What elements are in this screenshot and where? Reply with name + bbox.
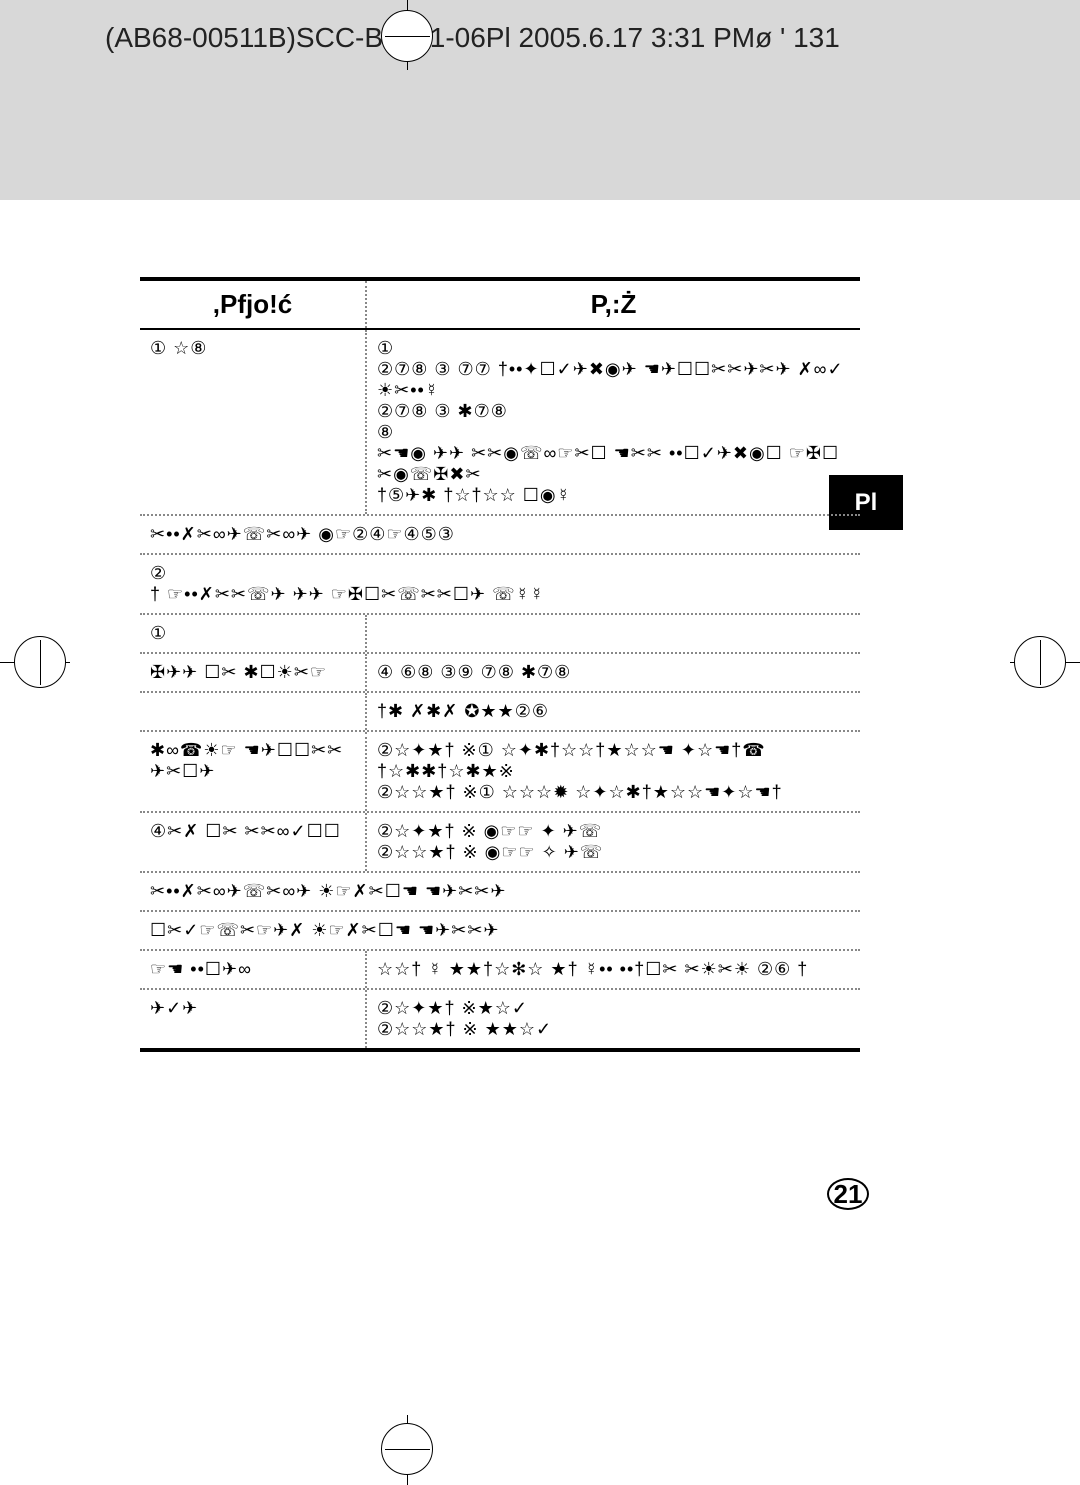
table-row: ✠✈✈ ☐✂ ✱☐☀✂☞④ ⑥⑧ ③⑨ ⑦⑧ ✱⑦⑧ xyxy=(140,654,860,691)
table-cell-full: ✂••✗✂∞✈☏✂∞✈ ☀☞✗✂☐☚ ☚✈✂✂✈ xyxy=(140,873,860,910)
table-cell-left: ✈✓✈ xyxy=(140,990,365,1048)
table-cell-left: ④✂✗ ☐✂ ✂✂∞✓☐☐ xyxy=(140,813,365,871)
table-cell-full: ✂••✗✂∞✈☏✂∞✈ ◉☞②④☞④⑤③ xyxy=(140,516,860,553)
table-header-left: ,Pfjo!ć xyxy=(140,281,365,328)
table-row: ☐✂✓☞☏✂☞✈✗ ☀☞✗✂☐☚ ☚✈✂✂✈ xyxy=(140,912,860,949)
table-cell-right: ☆☆† ☿ ★★†☆✻☆ ★† ☿•• ••†☐✂ ✂☀✂☀ ②⑥ † xyxy=(365,951,860,988)
table-cell-full: ☐✂✓☞☏✂☞✈✗ ☀☞✗✂☐☚ ☚✈✂✂✈ xyxy=(140,912,860,949)
table-bottom-rule xyxy=(140,1048,860,1052)
spec-table: ,Pfjo!ć P,:Ż ① ☆⑧① ②⑦⑧ ③ ⑦⑦ †••✦☐✓✈✖◉✈ ☚… xyxy=(140,277,860,1052)
table-header-row: ,Pfjo!ć P,:Ż xyxy=(140,281,860,328)
table-cell-right: ②☆✦★† ※ ◉☞☞ ✦ ✈☏ ②☆☆★† ※ ◉☞☞ ✧ ✈☏ xyxy=(365,813,860,871)
table-row: ④✂✗ ☐✂ ✂✂∞✓☐☐②☆✦★† ※ ◉☞☞ ✦ ✈☏ ②☆☆★† ※ ◉☞… xyxy=(140,813,860,871)
table-cell-right: ②☆✦★† ※① ☆✦✱†☆☆†★☆☆☚ ✦☆☚†☎ †☆✱✱†☆✱★※ ②☆☆… xyxy=(365,732,860,811)
table-cell-right xyxy=(365,615,860,652)
header-text: (AB68-00511B)SCC-B2391-06Pl 2005.6.17 3:… xyxy=(105,22,840,54)
table-cell-left: ✠✈✈ ☐✂ ✱☐☀✂☞ xyxy=(140,654,365,691)
table-cell-left: ✱∞☎☀☞ ☚✈☐☐✂✂✈✂☐✈ xyxy=(140,732,365,811)
table-header-right: P,:Ż xyxy=(365,281,860,328)
table-row: ② † ☞••✗✂✂☏✈ ✈✈ ☞✠☐✂☏✂✂☐✈ ☏☿☿ xyxy=(140,555,860,613)
table-row: ① xyxy=(140,615,860,652)
table-cell-left: ① xyxy=(140,615,365,652)
table-cell-right: †✱ ✗✱✗ ✪★★②⑥ xyxy=(365,693,860,730)
table-row: ✱∞☎☀☞ ☚✈☐☐✂✂✈✂☐✈②☆✦★† ※① ☆✦✱†☆☆†★☆☆☚ ✦☆☚… xyxy=(140,732,860,811)
table-cell-left: ☞☚ ••☐✈∞ xyxy=(140,951,365,988)
table-row: †✱ ✗✱✗ ✪★★②⑥ xyxy=(140,693,860,730)
table-cell-right: ① ②⑦⑧ ③ ⑦⑦ †••✦☐✓✈✖◉✈ ☚✈☐☐✂✂✈✂✈ ✗∞✓☀✂••☿… xyxy=(365,330,860,514)
table-row: ✈✓✈②☆✦★† ※★☆✓ ②☆☆★† ※ ★★☆✓ xyxy=(140,990,860,1048)
table-row: ☞☚ ••☐✈∞☆☆† ☿ ★★†☆✻☆ ★† ☿•• ••†☐✂ ✂☀✂☀ ②… xyxy=(140,951,860,988)
table-row: ① ☆⑧① ②⑦⑧ ③ ⑦⑦ †••✦☐✓✈✖◉✈ ☚✈☐☐✂✂✈✂✈ ✗∞✓☀… xyxy=(140,330,860,514)
table-cell-right: ④ ⑥⑧ ③⑨ ⑦⑧ ✱⑦⑧ xyxy=(365,654,860,691)
table-cell-left xyxy=(140,693,365,730)
table-cell-left: ① ☆⑧ xyxy=(140,330,365,514)
table-cell-right: ②☆✦★† ※★☆✓ ②☆☆★† ※ ★★☆✓ xyxy=(365,990,860,1048)
table-cell-full: ② † ☞••✗✂✂☏✈ ✈✈ ☞✠☐✂☏✂✂☐✈ ☏☿☿ xyxy=(140,555,860,613)
table-row: ✂••✗✂∞✈☏✂∞✈ ◉☞②④☞④⑤③ xyxy=(140,516,860,553)
header-bar: (AB68-00511B)SCC-B2391-06Pl 2005.6.17 3:… xyxy=(0,0,1080,200)
table-body: ① ☆⑧① ②⑦⑧ ③ ⑦⑦ †••✦☐✓✈✖◉✈ ☚✈☐☐✂✂✈✂✈ ✗∞✓☀… xyxy=(140,330,860,1048)
table-row: ✂••✗✂∞✈☏✂∞✈ ☀☞✗✂☐☚ ☚✈✂✂✈ xyxy=(140,873,860,910)
page-number: 21 xyxy=(827,1178,869,1210)
